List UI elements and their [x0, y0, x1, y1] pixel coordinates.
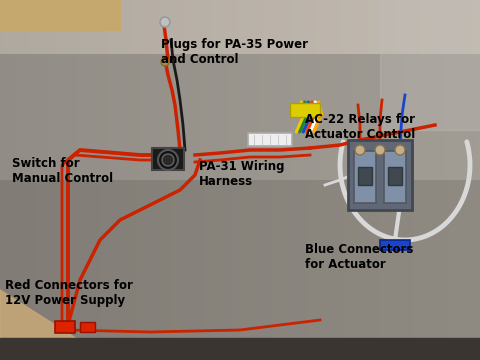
Bar [380, 240, 410, 250]
Bar [354, 151, 376, 203]
Circle shape [161, 58, 169, 66]
Bar [388, 167, 402, 185]
Text: Blue Connectors
for Actuator: Blue Connectors for Actuator [305, 243, 413, 271]
Bar [358, 167, 372, 185]
Bar [248, 133, 292, 146]
Text: AC-22 Relays for
Actuator Control: AC-22 Relays for Actuator Control [305, 113, 415, 141]
Circle shape [160, 17, 170, 27]
Bar [152, 148, 184, 170]
Circle shape [355, 145, 365, 155]
Text: Plugs for PA-35 Power
and Control: Plugs for PA-35 Power and Control [161, 38, 308, 66]
Circle shape [375, 145, 385, 155]
Circle shape [395, 145, 405, 155]
Text: PA-31 Wiring
Harness: PA-31 Wiring Harness [199, 160, 285, 188]
Circle shape [158, 150, 178, 170]
Bar [0, 0, 120, 30]
Bar [55, 321, 75, 333]
Polygon shape [0, 290, 110, 360]
Bar [80, 322, 95, 332]
Bar [290, 103, 320, 117]
Bar [348, 140, 412, 210]
Bar [384, 151, 406, 203]
Text: Red Connectors for
12V Power Supply: Red Connectors for 12V Power Supply [5, 279, 132, 307]
Circle shape [162, 154, 174, 166]
Text: Switch for
Manual Control: Switch for Manual Control [12, 157, 113, 185]
Bar [0, 338, 480, 360]
